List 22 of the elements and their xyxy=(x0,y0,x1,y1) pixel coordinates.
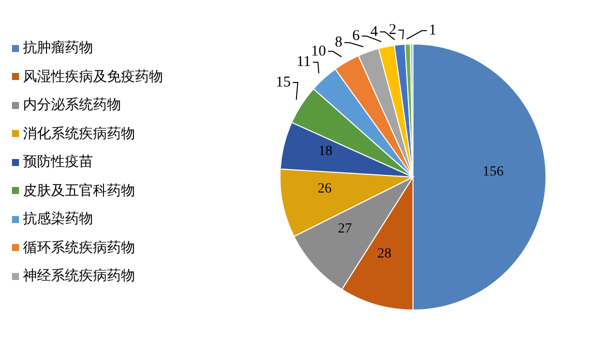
legend-label: 抗肿瘤药物 xyxy=(23,39,93,58)
data-label: 2 xyxy=(388,22,396,38)
data-label: 156 xyxy=(482,164,504,180)
data-label: 4 xyxy=(370,24,378,40)
legend-label: 预防性疫苗 xyxy=(23,153,93,172)
data-label: 18 xyxy=(318,144,332,160)
legend-label: 抗感染药物 xyxy=(23,210,93,228)
data-label: 11 xyxy=(296,54,311,70)
legend-label: 神经系统疾病药物 xyxy=(23,267,135,286)
data-label: 26 xyxy=(318,182,332,197)
data-label: 27 xyxy=(338,222,352,237)
legend-label: 消化系统疾病药物 xyxy=(23,124,135,143)
data-label: 6 xyxy=(352,28,360,44)
legend-label: 皮肤及五官科药物 xyxy=(23,182,135,200)
data-label: 15 xyxy=(276,74,291,90)
legend-label: 内分泌系统药物 xyxy=(23,96,121,114)
data-label: 10 xyxy=(311,43,326,60)
legend-label: 风湿性疾病及免疫药物 xyxy=(23,68,163,86)
data-label: 1 xyxy=(428,22,436,39)
data-label: 28 xyxy=(377,246,392,262)
legend-label: 循环系统疾病药物 xyxy=(23,238,135,257)
data-label: 8 xyxy=(334,34,342,51)
